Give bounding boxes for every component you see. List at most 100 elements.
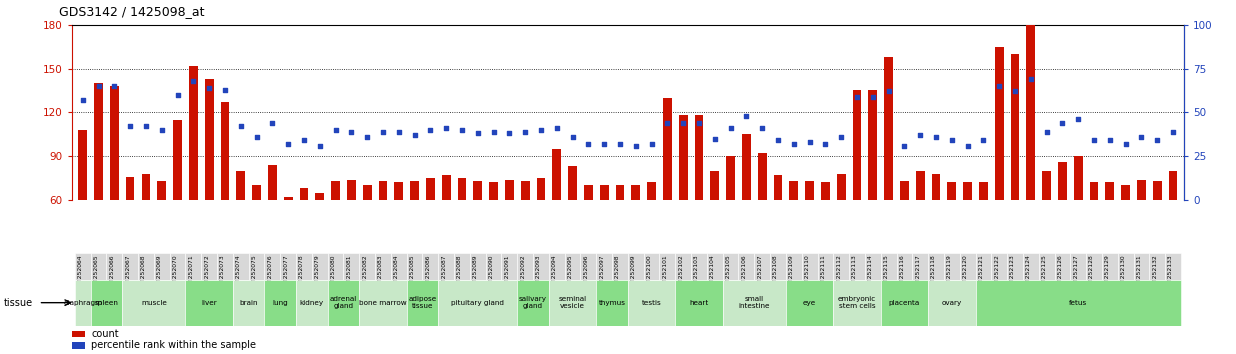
Bar <box>75 253 90 280</box>
Bar <box>423 253 439 280</box>
Text: percentile rank within the sample: percentile rank within the sample <box>91 341 256 350</box>
Bar <box>1086 253 1103 280</box>
Point <box>373 129 393 135</box>
Bar <box>758 153 766 200</box>
Bar <box>581 253 596 280</box>
Bar <box>201 253 218 280</box>
Point <box>1068 116 1088 122</box>
Text: GSM252082: GSM252082 <box>362 255 367 291</box>
Point <box>136 124 156 129</box>
Bar <box>173 120 182 200</box>
Bar <box>297 253 311 280</box>
Bar <box>754 253 770 280</box>
Bar <box>265 253 281 280</box>
Text: kidney: kidney <box>300 300 324 306</box>
Text: tissue: tissue <box>4 298 33 308</box>
Text: GSM252099: GSM252099 <box>630 255 635 291</box>
Point <box>183 78 203 84</box>
Text: GSM252105: GSM252105 <box>726 255 730 291</box>
Point <box>595 141 614 147</box>
Point <box>404 132 424 138</box>
Text: GSM252103: GSM252103 <box>693 255 700 291</box>
Bar <box>723 280 786 326</box>
Text: GSM252092: GSM252092 <box>520 255 525 291</box>
Point <box>911 132 931 138</box>
Bar <box>817 253 833 280</box>
Bar <box>552 149 561 200</box>
Bar <box>506 179 514 200</box>
Text: GSM252116: GSM252116 <box>900 255 905 291</box>
Bar <box>205 79 214 200</box>
Point <box>816 141 836 147</box>
Bar <box>632 185 640 200</box>
Bar <box>232 253 248 280</box>
Point <box>578 141 598 147</box>
Bar <box>378 181 387 200</box>
Text: GSM252107: GSM252107 <box>758 255 763 291</box>
Bar <box>916 171 925 200</box>
Bar <box>489 183 498 200</box>
Text: GSM252086: GSM252086 <box>425 255 430 291</box>
Bar <box>1011 54 1020 200</box>
Point <box>658 120 677 126</box>
Bar <box>959 253 975 280</box>
Point <box>863 94 883 99</box>
Text: GSM252124: GSM252124 <box>1026 255 1031 291</box>
Text: GSM252076: GSM252076 <box>267 255 272 291</box>
Point <box>1005 88 1025 94</box>
Text: GSM252065: GSM252065 <box>94 255 99 291</box>
Bar <box>328 280 360 326</box>
Point <box>1084 138 1104 143</box>
Text: placenta: placenta <box>889 300 920 306</box>
Bar <box>975 280 1180 326</box>
Bar <box>363 185 372 200</box>
Bar <box>518 280 549 326</box>
Bar <box>391 253 407 280</box>
Point <box>341 129 361 135</box>
Bar <box>520 181 529 200</box>
Text: GSM252068: GSM252068 <box>141 255 146 291</box>
Bar <box>360 253 375 280</box>
Bar <box>218 253 232 280</box>
Text: GSM252110: GSM252110 <box>805 255 810 291</box>
Point <box>768 138 787 143</box>
Bar <box>439 280 518 326</box>
Text: GSM252077: GSM252077 <box>283 255 288 291</box>
Bar <box>78 130 87 200</box>
Bar <box>881 280 928 326</box>
Text: GSM252090: GSM252090 <box>488 255 493 291</box>
Bar <box>881 253 896 280</box>
Bar <box>884 57 892 200</box>
Bar <box>518 253 533 280</box>
Bar <box>1149 253 1166 280</box>
Bar <box>502 253 518 280</box>
Text: diaphragm: diaphragm <box>63 300 103 306</box>
Point <box>389 129 409 135</box>
Bar <box>991 253 1007 280</box>
Bar <box>122 253 138 280</box>
Bar <box>853 91 861 200</box>
Bar <box>727 156 735 200</box>
Bar <box>94 83 103 200</box>
Bar <box>837 174 845 200</box>
Point <box>926 134 946 140</box>
Bar <box>928 253 944 280</box>
Point <box>89 83 109 89</box>
Point <box>942 138 962 143</box>
Text: GSM252096: GSM252096 <box>583 255 588 291</box>
Bar <box>1117 253 1133 280</box>
Point <box>357 134 377 140</box>
Bar <box>1042 171 1051 200</box>
Point <box>73 97 93 103</box>
Point <box>737 113 756 119</box>
Bar <box>786 253 802 280</box>
Bar <box>896 253 912 280</box>
Bar <box>628 280 675 326</box>
Bar <box>1074 156 1083 200</box>
Bar <box>1105 183 1114 200</box>
Text: GSM252117: GSM252117 <box>915 255 921 291</box>
Text: GSM252081: GSM252081 <box>346 255 351 291</box>
Bar <box>912 253 928 280</box>
Bar <box>1153 181 1162 200</box>
Text: GSM252084: GSM252084 <box>394 255 399 291</box>
